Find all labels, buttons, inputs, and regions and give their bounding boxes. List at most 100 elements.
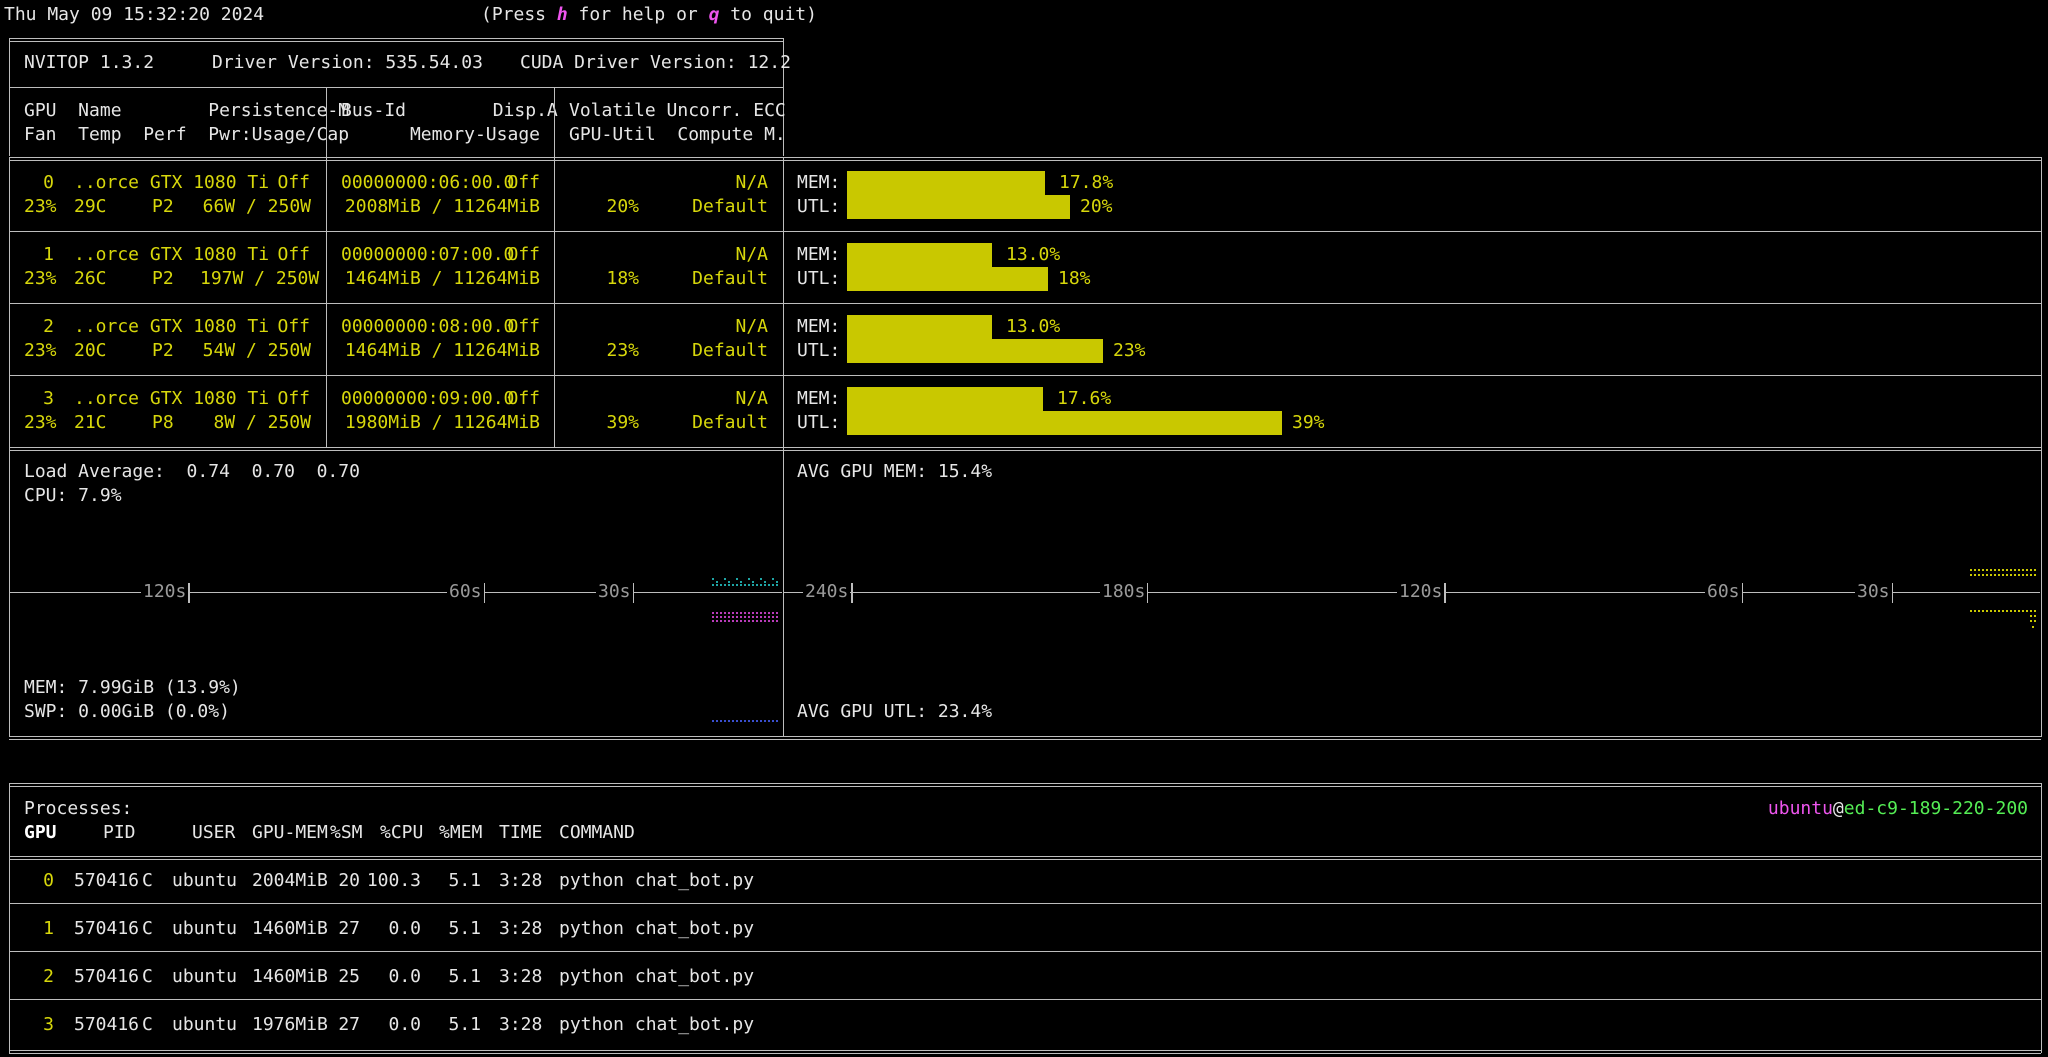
avg-gpu-mem: AVG GPU MEM: 15.4% xyxy=(797,461,993,482)
mem-bar xyxy=(847,387,1043,411)
gpu-name: ..orce GTX 1080 Ti xyxy=(74,316,270,337)
gpu-timeline-tick xyxy=(1891,583,1893,603)
gpu-fan: 23% xyxy=(24,340,57,361)
graph-top-border xyxy=(9,447,2041,451)
mem-bar-label: MEM: xyxy=(797,388,841,409)
load-average: Load Average: 0.74 0.70 0.70 xyxy=(24,461,360,482)
host-timeline-label-30s: 30s xyxy=(596,580,633,604)
proc-mem: 5.1 xyxy=(448,1014,481,1035)
gpu-util: 18% xyxy=(606,268,639,289)
at-sign: @ xyxy=(1832,798,1844,819)
proc-sm: 20 xyxy=(338,870,360,891)
help-mid: for help or xyxy=(567,4,709,25)
gpu-table-top-border xyxy=(9,157,2041,161)
gpu-mem-usage: 1464MiB / 11264MiB xyxy=(344,340,540,361)
utl-bar-label: UTL: xyxy=(797,196,841,217)
utl-bar xyxy=(847,339,1103,363)
help-key: h xyxy=(556,4,568,25)
proc-type: C xyxy=(142,870,153,891)
proc-time: 3:28 xyxy=(499,1014,543,1035)
proc-gpu-mem: 2004MiB xyxy=(252,870,328,891)
proc-hostname: ed-c9-189-220-200 xyxy=(1843,798,2028,819)
proc-gpu-index: 1 xyxy=(43,918,54,939)
proc-sm: 27 xyxy=(338,918,360,939)
gpu-disp: Off xyxy=(507,388,540,409)
gpu-name: ..orce GTX 1080 Ti xyxy=(74,388,270,409)
gpu-power: 8W / 250W xyxy=(213,412,311,433)
gpu-perf: P2 xyxy=(152,340,174,361)
proc-mem: 5.1 xyxy=(448,966,481,987)
gpu-fan: 23% xyxy=(24,412,57,433)
gpu-row-separator xyxy=(9,375,2041,376)
process-row-separator xyxy=(9,903,2041,904)
proc-header-mem[interactable]: %MEM xyxy=(439,822,483,843)
gpu-util: 20% xyxy=(606,196,639,217)
proc-mem: 5.1 xyxy=(448,918,481,939)
utl-bar-percent: 39% xyxy=(1292,412,1325,433)
gpu-power: 197W / 250W xyxy=(200,268,320,289)
mem-bar-percent: 13.0% xyxy=(1006,316,1061,337)
avg-gpu-utl: AVG GPU UTL: 23.4% xyxy=(797,701,993,722)
proc-type: C xyxy=(142,1014,153,1035)
gpu-row-separator xyxy=(9,231,2041,232)
utl-bar xyxy=(847,411,1282,435)
gpu-ecc: N/A xyxy=(735,172,768,193)
gpu-name: ..orce GTX 1080 Ti xyxy=(74,244,270,265)
swp-trace xyxy=(712,720,778,722)
gpu-disp: Off xyxy=(507,172,540,193)
gpu-bus-id: 00000000:08:00.0 xyxy=(341,316,515,337)
proc-command: python chat_bot.py xyxy=(559,870,755,891)
proc-cpu: 100.3 xyxy=(366,870,421,891)
gpu-mem-trace xyxy=(1970,569,2036,576)
host-timeline-tick xyxy=(188,583,190,603)
gpu-index: 1 xyxy=(43,244,54,265)
proc-user: ubuntu xyxy=(172,870,238,891)
proc-time: 3:28 xyxy=(499,870,543,891)
gpu-temp: 26C xyxy=(74,268,107,289)
mem-bar-label: MEM: xyxy=(797,316,841,337)
proc-right-border xyxy=(2041,783,2042,1053)
gpu-utl-trace xyxy=(1970,610,2036,628)
proc-header-command[interactable]: COMMAND xyxy=(559,822,635,843)
gpu-row-separator xyxy=(9,303,2041,304)
gpu-index: 3 xyxy=(43,388,54,409)
proc-header-cpu[interactable]: %CPU xyxy=(380,822,424,843)
cpu-trace xyxy=(712,578,778,586)
col-header-ecc-row2: GPU-Util Compute M. xyxy=(569,124,786,145)
gpu-temp: 21C xyxy=(74,412,107,433)
proc-user: ubuntu xyxy=(172,918,238,939)
host-timeline-tick xyxy=(483,583,485,603)
proc-header-gpu[interactable]: GPU xyxy=(24,822,57,843)
gpu-name: ..orce GTX 1080 Ti xyxy=(74,172,270,193)
help-prefix: (Press xyxy=(481,4,557,25)
gpu-disp: Off xyxy=(507,244,540,265)
proc-bottom-border xyxy=(9,1050,2041,1054)
proc-gpu-mem: 1460MiB xyxy=(252,966,328,987)
gpu-bus-id: 00000000:09:00.0 xyxy=(341,388,515,409)
gpu-timeline-label-30s: 30s xyxy=(1855,580,1892,604)
col-header-bus-row2: Memory-Usage xyxy=(409,124,540,145)
proc-user: ubuntu xyxy=(172,966,238,987)
proc-type: C xyxy=(142,918,153,939)
gpu-util: 39% xyxy=(606,412,639,433)
gpu-power: 66W / 250W xyxy=(202,196,311,217)
utl-bar xyxy=(847,195,1070,219)
proc-header-pid[interactable]: PID xyxy=(103,822,136,843)
mem-bar-percent: 17.6% xyxy=(1057,388,1112,409)
proc-sm: 27 xyxy=(338,1014,360,1035)
proc-header-time[interactable]: TIME xyxy=(499,822,543,843)
proc-header-sm[interactable]: %SM xyxy=(330,822,363,843)
datetime: Thu May 09 15:32:20 2024 xyxy=(4,4,265,25)
proc-gpu-index: 3 xyxy=(43,1014,54,1035)
col-header-bus-row1: Bus-Id Disp.A xyxy=(341,100,558,121)
gpu-bus-id: 00000000:06:00.0 xyxy=(341,172,515,193)
proc-header-gpu-mem[interactable]: GPU-MEM xyxy=(252,822,328,843)
col-divider-2 xyxy=(554,88,555,448)
gpu-table-right-border xyxy=(2041,157,2042,449)
proc-mem: 5.1 xyxy=(448,870,481,891)
proc-pid: 570416 xyxy=(74,966,140,987)
driver-version: Driver Version: 535.54.03 xyxy=(212,52,483,73)
gpu-mem-usage: 2008MiB / 11264MiB xyxy=(344,196,540,217)
proc-header-user[interactable]: USER xyxy=(192,822,236,843)
proc-cpu: 0.0 xyxy=(388,1014,421,1035)
